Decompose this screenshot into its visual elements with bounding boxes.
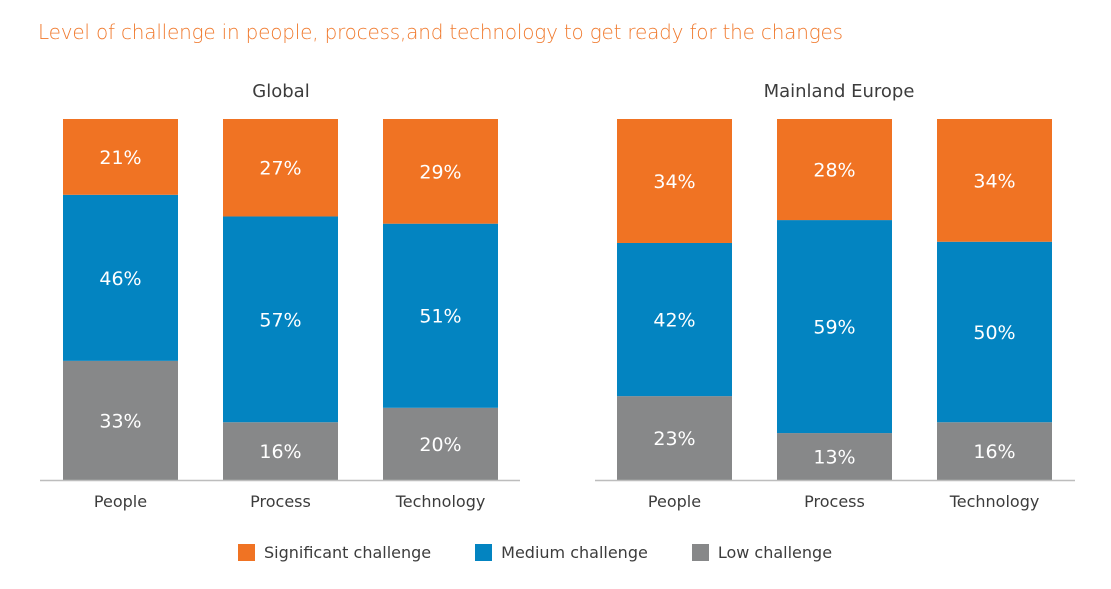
bar-medium-people [617,242,732,397]
bar-significant-people [617,119,732,243]
bar-medium-process [777,220,892,434]
data-label-low-technology: 20% [419,434,461,456]
legend-item-medium: Medium challenge [475,543,648,562]
data-label-medium-process: 57% [259,309,301,331]
chart-0: Global 33% 46% 21% People 16% 57% 27% Process 20%… [40,81,520,511]
bar-low-process [223,422,338,480]
data-label-significant-process: 28% [813,160,855,182]
bar-low-technology [383,407,498,480]
legend-label-significant: Significant challenge [264,543,432,562]
category-label-process: Process [804,492,865,511]
category-label-technology: Technology [395,492,486,511]
legend: Significant challenge Medium challenge L… [238,543,876,562]
bar-low-people [617,396,732,480]
legend-swatch-medium [475,544,493,561]
category-label-technology: Technology [949,492,1040,511]
data-label-low-process: 16% [259,441,301,463]
data-label-low-technology: 16% [973,441,1015,463]
data-label-significant-technology: 34% [973,170,1015,192]
legend-label-low: Low challenge [717,543,833,562]
bar-significant-technology [937,119,1052,242]
data-label-medium-technology: 50% [973,322,1015,344]
data-label-low-people: 33% [99,410,141,432]
bar-low-people [63,360,178,480]
data-label-medium-people: 42% [653,310,695,332]
bar-medium-technology [937,241,1052,423]
legend-item-significant: Significant challenge [238,543,431,562]
bar-medium-people [63,194,178,361]
bar-medium-technology [383,223,498,408]
legend-item-low: Low challenge [691,543,833,562]
bar-significant-technology [383,119,498,224]
chart-title: Level of challenge in people, process,an… [38,20,843,44]
category-label-process: Process [250,492,311,511]
data-label-significant-process: 27% [259,158,301,180]
data-label-significant-technology: 29% [419,161,461,183]
chart-1: Mainland Europe 23% 42% 34% People 13% 59% 28% P… [595,81,1075,511]
bar-significant-people [63,119,178,195]
data-label-low-process: 13% [813,447,855,469]
bar-significant-process [777,119,892,221]
data-label-medium-people: 46% [99,268,141,290]
category-label-people: People [94,492,147,511]
subchart-title: Mainland Europe [764,81,915,102]
legend-swatch-significant [238,544,255,561]
bar-low-technology [937,422,1052,480]
legend-label-medium: Medium challenge [501,543,648,562]
data-label-medium-process: 59% [813,317,855,339]
category-label-people: People [648,492,701,511]
data-label-significant-people: 21% [99,147,141,169]
data-label-low-people: 23% [653,428,695,450]
data-label-medium-technology: 51% [419,306,461,328]
legend-swatch-low [691,544,709,561]
data-label-significant-people: 34% [653,171,695,193]
bar-low-process [777,433,892,480]
bar-significant-process [223,119,338,217]
bar-medium-process [223,216,338,423]
subchart-title: Global [252,81,309,102]
